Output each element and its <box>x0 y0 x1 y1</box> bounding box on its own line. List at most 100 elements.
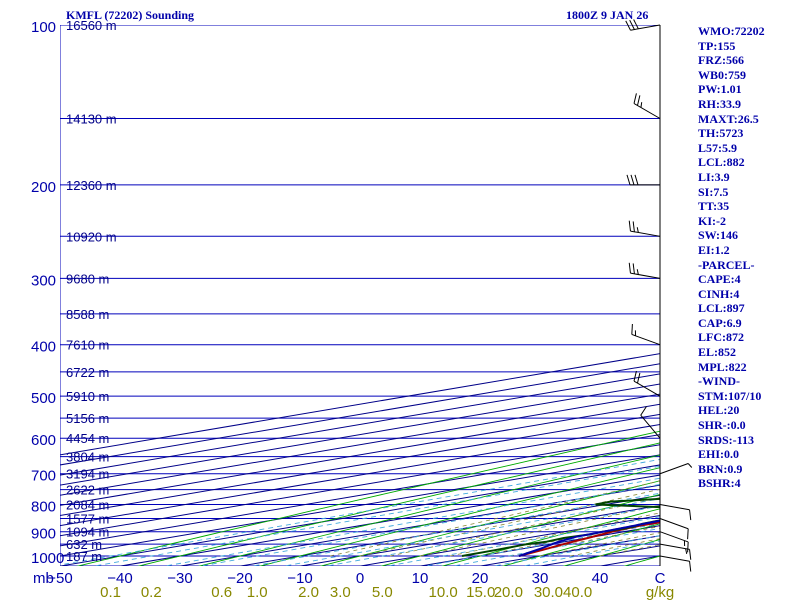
isotherm-line <box>60 423 660 527</box>
index-item: FRZ:566 <box>698 53 744 68</box>
index-item: SHR-:0.0 <box>698 418 746 433</box>
wind-barb-staff <box>630 24 661 31</box>
dry-adiabat <box>76 430 660 566</box>
wind-barb-staff <box>659 531 689 543</box>
index-item: CINH:4 <box>698 286 740 301</box>
wind-barb-flag <box>636 95 641 106</box>
wind-barb-staff <box>659 555 690 562</box>
mixing-ratio-label: 10.0 <box>429 584 458 600</box>
temperature-tick-label: −20 <box>227 570 252 587</box>
isotherm-line <box>60 383 660 486</box>
index-item: SRDS:-113 <box>698 432 755 447</box>
height-label: 12360 m <box>66 178 117 193</box>
moist-adiabat <box>359 488 660 557</box>
wind-barb-half-flag <box>640 102 643 108</box>
height-label: 632 m <box>66 537 102 552</box>
wind-barb <box>659 518 689 540</box>
pressure-label: 200 <box>31 179 56 196</box>
wind-barb-half-flag <box>687 463 693 468</box>
index-item: EHI:0.0 <box>698 447 740 462</box>
moist-adiabat <box>419 505 660 557</box>
mixing-ratio-label: 0.6 <box>211 584 232 600</box>
isotherm-line <box>117 474 660 566</box>
wind-barb-flag <box>689 509 692 521</box>
dry-adiabat <box>380 494 660 566</box>
mixing-ratio-label: 1.0 <box>247 584 268 600</box>
temperature-tick-label: 20 <box>472 570 489 587</box>
index-item: SI:7.5 <box>698 184 729 199</box>
index-item: -WIND- <box>698 374 740 389</box>
dry-adiabat <box>258 467 660 566</box>
wind-barb-staff <box>633 103 661 119</box>
mixing-ratio-label: 3.0 <box>330 584 351 600</box>
height-label: 10920 m <box>66 229 117 244</box>
height-label: 2622 m <box>66 483 109 498</box>
temperature-tick-label: 0 <box>356 570 364 587</box>
wind-barb-flag <box>636 372 641 384</box>
wind-barb-half-flag <box>636 269 639 275</box>
index-item: L57:5.9 <box>698 140 737 155</box>
pressure-label: 500 <box>31 390 56 407</box>
wind-barb <box>626 174 660 186</box>
mixing-ratio-label: 15.0 <box>466 584 495 600</box>
pressure-label: 700 <box>31 468 56 485</box>
index-item: STM:107/10 <box>698 388 762 403</box>
dry-adiabat <box>501 523 660 566</box>
wind-barb-half-flag <box>636 227 639 233</box>
wind-barb-flag <box>628 262 631 274</box>
wind-barb-flag <box>687 528 689 540</box>
index-item: TT:35 <box>698 199 730 214</box>
mixing-ratio-line <box>92 465 660 566</box>
wind-barb-staff <box>659 463 689 475</box>
pressure-label: 400 <box>31 339 56 356</box>
isotherm-line <box>60 403 660 506</box>
height-label: 2084 m <box>66 498 109 513</box>
height-label: 8588 m <box>66 307 109 322</box>
wind-barb-half-flag <box>685 548 688 555</box>
parcel-line <box>518 519 660 557</box>
wind-barb-flag <box>628 220 631 232</box>
wind-barb <box>633 370 661 397</box>
isotherm-line <box>60 454 660 557</box>
wind-barb-flag <box>633 19 639 30</box>
index-item: LCL:882 <box>698 155 745 170</box>
index-item: MAXT:26.5 <box>698 111 759 126</box>
dry-adiabat <box>197 454 660 566</box>
height-label: 6722 m <box>66 365 109 380</box>
wind-barb <box>633 93 661 119</box>
mixing-ratio-label: 40.0 <box>563 584 592 600</box>
wind-barb-flag <box>687 541 689 553</box>
index-item: RH:33.9 <box>698 96 741 111</box>
wind-barb-staff <box>630 272 661 279</box>
isotherm-line <box>60 373 660 476</box>
height-label: 3804 m <box>66 450 109 465</box>
pressure-label: 600 <box>31 432 56 449</box>
wind-barb-flag <box>634 174 639 185</box>
index-item: SW:146 <box>698 228 739 243</box>
height-label: 14130 m <box>66 112 117 127</box>
temperature-line <box>518 521 660 557</box>
wind-barb <box>659 555 692 572</box>
index-item: PW:1.01 <box>698 82 742 97</box>
height-label: 4454 m <box>66 431 109 446</box>
height-label: 5910 m <box>66 389 109 404</box>
wind-barb <box>631 323 661 346</box>
index-item: TP:155 <box>698 38 736 53</box>
temperature-tick-label: 40 <box>592 570 609 587</box>
dry-adiabat <box>137 442 660 566</box>
index-item: KI:-2 <box>698 213 726 228</box>
index-item: LCL:897 <box>698 301 745 316</box>
wind-barb-staff <box>659 518 689 530</box>
height-label: 16560 m <box>66 18 117 33</box>
temperature-tick-label: −50 <box>47 570 72 587</box>
mixing-ratio-label: 20.0 <box>494 584 523 600</box>
isotherm-line <box>60 393 660 496</box>
wind-barb-flag <box>629 19 635 30</box>
height-label: 1577 m <box>66 512 109 527</box>
height-label: 7610 m <box>66 338 109 353</box>
height-label: 3194 m <box>66 467 109 482</box>
wind-barb-flag <box>633 93 637 104</box>
index-item: LFC:872 <box>698 330 744 345</box>
wind-barb-flag <box>630 174 635 185</box>
